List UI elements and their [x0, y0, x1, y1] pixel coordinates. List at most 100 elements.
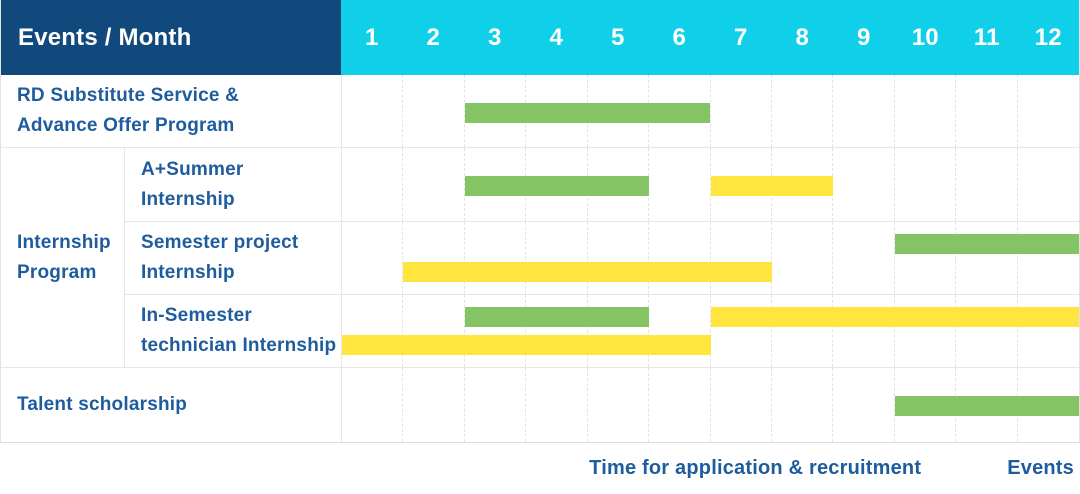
month-grid	[342, 295, 1079, 367]
timeline-row-talent-scholarship	[341, 368, 1079, 442]
month-gridline-cell	[833, 148, 895, 221]
month-gridline-cell	[342, 368, 404, 442]
row-label-line: Talent scholarship	[17, 394, 188, 415]
month-gridline-cell	[342, 222, 404, 294]
month-gridline-cell	[833, 222, 895, 294]
application-recruitment-bar	[464, 103, 711, 123]
application-recruitment-bar	[894, 234, 1079, 254]
month-label: 3	[487, 23, 502, 51]
month-gridline-cell	[649, 222, 711, 294]
row-label-line: Semester project	[141, 232, 299, 253]
row-label-rd-substitute-service: RD Substitute Service & Advance Offer Pr…	[1, 75, 341, 148]
timeline-row-a-plus-summer-internship	[341, 148, 1079, 222]
month-gridline-cell	[956, 222, 1018, 294]
events-bar	[710, 307, 1079, 327]
month-gridline-cell	[526, 295, 588, 367]
month-gridline-cell	[711, 368, 772, 442]
events-month-gantt-chart: Events / Month 1 2 3 4 5 6 7 8 9 10 11 1…	[0, 0, 1080, 443]
month-label: 11	[973, 23, 1000, 51]
month-label: 6	[672, 23, 687, 51]
month-gridline-cell	[403, 75, 465, 147]
legend: Time for application & recruitment Event…	[0, 443, 1080, 494]
row-label-line: Internship	[141, 188, 235, 210]
month-gridline-cell	[772, 222, 834, 294]
month-gridline-cell	[588, 368, 650, 442]
month-gridline-cell	[403, 222, 465, 294]
timeline-row-rd-substitute-service	[341, 75, 1079, 148]
bar-layer	[342, 368, 1079, 442]
month-gridline-cell	[772, 295, 834, 367]
application-recruitment-bar	[464, 176, 650, 196]
month-gridline-cell	[526, 368, 588, 442]
bar-layer	[342, 75, 1079, 147]
month-gridline-cell	[649, 148, 711, 221]
timeline-row-in-semester-technician-internship	[341, 295, 1079, 368]
month-label: 12	[1034, 23, 1062, 51]
month-label: 10	[911, 23, 939, 51]
month-gridline-cell	[711, 75, 772, 147]
month-gridline-cell	[588, 295, 650, 367]
month-label: 8	[795, 23, 810, 51]
month-gridline-cell	[403, 295, 465, 367]
events-legend-label: Events	[1007, 457, 1074, 479]
month-gridline-cell	[956, 148, 1018, 221]
month-gridline-cell	[895, 222, 957, 294]
timeline-row-semester-project-internship	[341, 222, 1079, 295]
bar-layer	[342, 295, 1079, 367]
month-label: 5	[610, 23, 625, 51]
month-label: 2	[426, 23, 441, 51]
row-label-line: In-Semester	[141, 305, 252, 326]
month-gridline-cell	[649, 368, 711, 442]
month-gridline-cell	[465, 368, 527, 442]
row-label-line: A+Summer	[141, 158, 244, 180]
row-label-talent-scholarship: Talent scholarship	[1, 368, 341, 442]
bar-layer	[342, 222, 1079, 294]
month-gridline-cell	[895, 75, 957, 147]
month-grid	[342, 222, 1079, 294]
application-recruitment-bar	[464, 307, 650, 327]
month-label: 7	[733, 23, 748, 51]
month-gridline-cell	[833, 368, 895, 442]
month-gridline-cell	[956, 75, 1018, 147]
month-gridline-cell	[772, 368, 834, 442]
month-gridline-cell	[403, 148, 465, 221]
group-label-internship-program: Internship Program	[1, 148, 124, 368]
row-label-line: Advance Offer Program	[17, 115, 235, 136]
row-label-line: RD Substitute Service &	[17, 85, 240, 106]
month-gridline-cell	[649, 295, 711, 367]
group-label-line: Internship	[17, 231, 111, 253]
application-legend-label: Time for application & recruitment	[589, 457, 922, 479]
month-gridline-cell	[772, 75, 834, 147]
events-month-header-cell: Events / Month	[1, 0, 341, 75]
row-label-in-semester-technician-internship: In-Semester technician Internship	[124, 295, 341, 368]
month-gridline-cell	[403, 368, 465, 442]
month-gridline-cell	[588, 222, 650, 294]
month-gridline-cell	[833, 75, 895, 147]
group-label-line: Program	[17, 261, 97, 283]
month-gridline-cell	[895, 148, 957, 221]
month-label: 9	[856, 23, 871, 51]
month-header-row: 1 2 3 4 5 6 7 8 9 10 11 12	[341, 0, 1079, 75]
month-gridline-cell	[711, 222, 772, 294]
events-bar	[403, 262, 772, 282]
events-legend-swatch	[969, 456, 995, 482]
events-bar	[342, 335, 711, 355]
row-label-line: technician Internship	[141, 335, 337, 356]
application-recruitment-bar	[894, 396, 1079, 416]
month-label: 1	[364, 23, 379, 51]
month-gridline-cell	[342, 295, 404, 367]
month-gridline-cell	[711, 295, 772, 367]
row-label-semester-project-internship: Semester project Internship	[124, 222, 341, 295]
month-gridline-cell	[342, 148, 404, 221]
bar-layer	[342, 148, 1079, 221]
month-label: 4	[549, 23, 564, 51]
events-month-header-title: Events / Month	[18, 23, 192, 51]
application-legend-swatch	[551, 456, 577, 482]
row-label-line: Internship	[141, 262, 235, 283]
events-bar	[710, 176, 834, 196]
month-gridline-cell	[342, 75, 404, 147]
row-label-a-plus-summer-internship: A+Summer Internship	[124, 148, 341, 222]
month-gridline-cell	[833, 295, 895, 367]
month-gridline-cell	[956, 295, 1018, 367]
month-gridline-cell	[526, 222, 588, 294]
